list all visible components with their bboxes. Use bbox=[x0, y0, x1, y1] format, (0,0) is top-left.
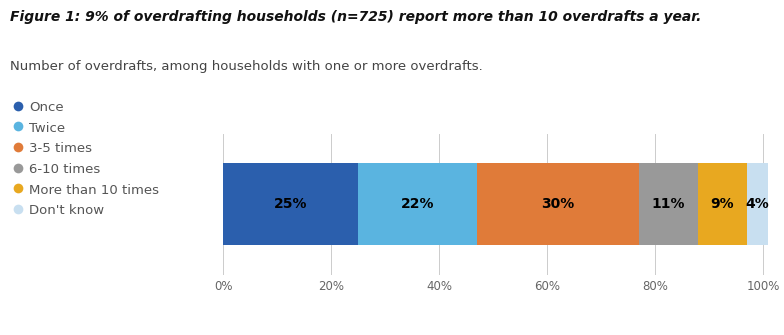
Bar bbox=[223, 163, 358, 245]
Text: 4%: 4% bbox=[746, 197, 769, 211]
Text: 9%: 9% bbox=[710, 197, 735, 211]
Bar bbox=[746, 163, 768, 245]
Bar bbox=[358, 163, 477, 245]
Text: 30%: 30% bbox=[541, 197, 575, 211]
Bar bbox=[477, 163, 639, 245]
Bar bbox=[699, 163, 746, 245]
Text: 11%: 11% bbox=[652, 197, 685, 211]
Text: 25%: 25% bbox=[274, 197, 307, 211]
Text: Figure 1: 9% of overdrafting households (n=725) report more than 10 overdrafts a: Figure 1: 9% of overdrafting households … bbox=[10, 10, 702, 24]
Legend: Once, Twice, 3-5 times, 6-10 times, More than 10 times, Don't know: Once, Twice, 3-5 times, 6-10 times, More… bbox=[14, 100, 159, 217]
Bar bbox=[639, 163, 699, 245]
Text: Number of overdrafts, among households with one or more overdrafts.: Number of overdrafts, among households w… bbox=[10, 60, 483, 73]
Text: 22%: 22% bbox=[401, 197, 434, 211]
